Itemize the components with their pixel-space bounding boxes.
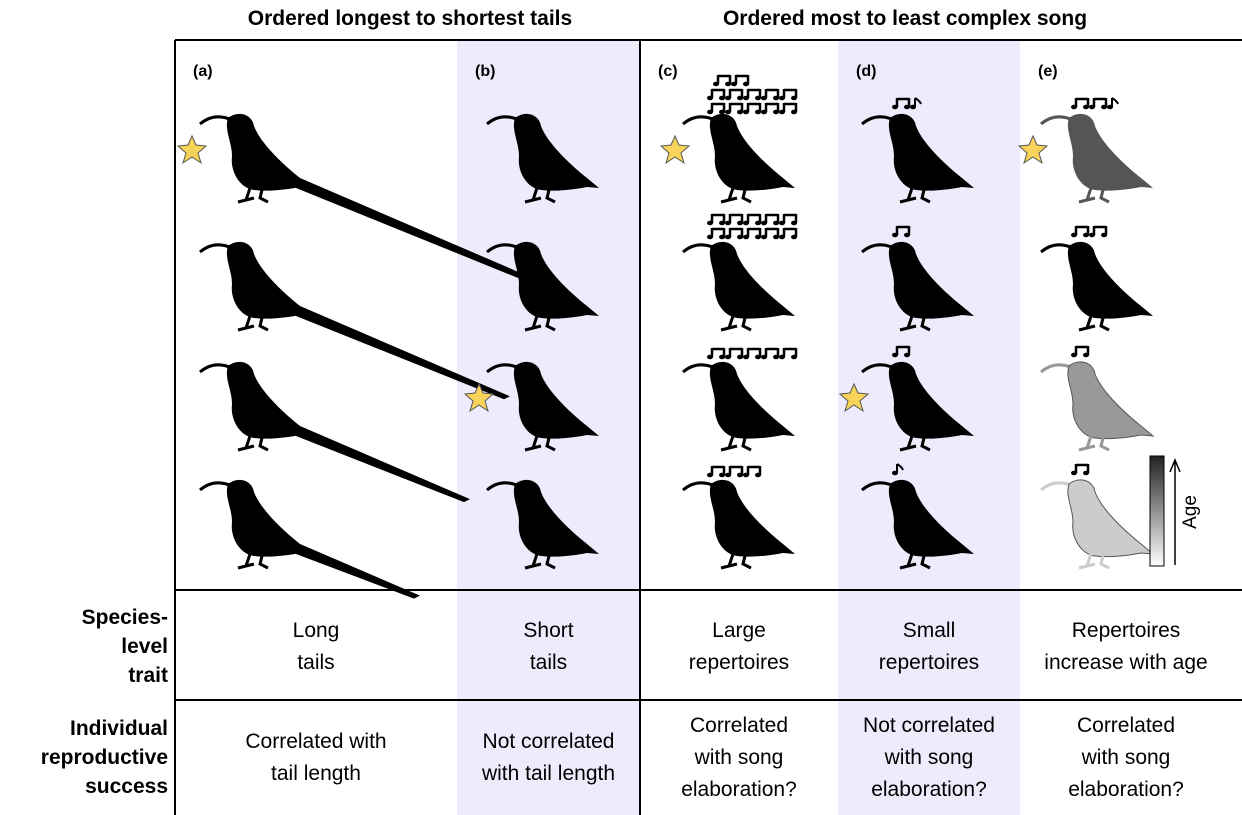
note — [761, 214, 779, 225]
row-label: reproductive — [41, 746, 168, 769]
panel-label: (a) — [193, 63, 213, 80]
note — [761, 228, 779, 239]
panel-label: (c) — [658, 63, 678, 80]
cell-text: with tail length — [481, 762, 615, 785]
cell-text: elaboration? — [871, 778, 987, 801]
age-label: Age — [1180, 495, 1201, 529]
cell-text: Long — [293, 619, 340, 642]
note — [707, 89, 725, 100]
cell-text: Repertoires — [1072, 619, 1181, 642]
note — [743, 228, 761, 239]
cell-text: tails — [530, 651, 567, 674]
note — [713, 75, 731, 86]
bird — [683, 362, 795, 450]
bird — [200, 362, 312, 450]
cell-text: with song — [694, 746, 784, 769]
age-arrow — [1170, 460, 1180, 565]
note — [779, 228, 797, 239]
tail — [296, 426, 470, 502]
cell-text: elaboration? — [681, 778, 797, 801]
panel-label: (d) — [856, 63, 876, 80]
note — [725, 348, 743, 359]
note — [725, 89, 743, 100]
note — [779, 348, 797, 359]
title: Ordered longest to shortest tails — [248, 7, 572, 30]
note — [743, 214, 761, 225]
note — [1071, 464, 1089, 475]
bird — [683, 480, 795, 568]
cell-text: repertoires — [689, 651, 789, 674]
panel-label: (e) — [1038, 63, 1058, 80]
title: Ordered most to least complex song — [723, 7, 1087, 30]
cell-text: Large — [712, 619, 766, 642]
cell-text: tail length — [271, 762, 361, 785]
bird — [1041, 480, 1153, 568]
note — [743, 348, 761, 359]
figure: Ordered longest to shortest tails Ordere… — [0, 0, 1242, 815]
note — [1089, 98, 1107, 109]
bird — [1041, 242, 1153, 330]
note — [707, 348, 725, 359]
cell-text: with song — [884, 746, 974, 769]
note — [725, 466, 743, 477]
cell-text: elaboration? — [1068, 778, 1184, 801]
note — [761, 103, 779, 114]
cell-text: Not correlated — [863, 714, 995, 737]
note — [779, 214, 797, 225]
note — [1071, 346, 1089, 357]
panel-label: (b) — [475, 63, 495, 80]
note — [743, 89, 761, 100]
note — [761, 348, 779, 359]
row-label: trait — [128, 664, 168, 687]
note — [779, 89, 797, 100]
row-label: Individual — [70, 717, 168, 740]
star — [1019, 136, 1047, 163]
bird — [200, 114, 312, 202]
cell-text: Small — [903, 619, 956, 642]
cell-text: repertoires — [879, 651, 979, 674]
cell-text: Correlated with — [245, 730, 386, 753]
note — [1089, 226, 1107, 237]
cell-text: Correlated — [1077, 714, 1175, 737]
cell-text: Correlated — [690, 714, 788, 737]
row-label: level — [121, 635, 168, 658]
note — [725, 228, 743, 239]
star — [661, 136, 689, 163]
cell-text: Short — [523, 619, 573, 642]
cell-text: tails — [297, 651, 334, 674]
note — [725, 103, 743, 114]
note — [731, 75, 749, 86]
bird — [683, 242, 795, 330]
row-label: success — [85, 775, 168, 798]
cell-text: Not correlated — [483, 730, 615, 753]
bird — [683, 114, 795, 202]
note — [761, 89, 779, 100]
note — [707, 228, 725, 239]
bird — [1041, 114, 1153, 202]
note — [707, 214, 725, 225]
note — [707, 466, 725, 477]
cell-text: increase with age — [1044, 651, 1207, 674]
bird — [200, 242, 312, 330]
note — [1071, 226, 1089, 237]
note — [743, 466, 761, 477]
row-label: Species- — [82, 606, 168, 629]
cell-text: with song — [1081, 746, 1171, 769]
note — [779, 103, 797, 114]
note — [707, 103, 725, 114]
note — [725, 214, 743, 225]
bird — [200, 480, 312, 568]
note — [1071, 98, 1089, 109]
bird — [1041, 362, 1153, 450]
note — [743, 103, 761, 114]
note — [1107, 98, 1118, 109]
age-bar — [1150, 456, 1164, 566]
star — [178, 136, 206, 163]
